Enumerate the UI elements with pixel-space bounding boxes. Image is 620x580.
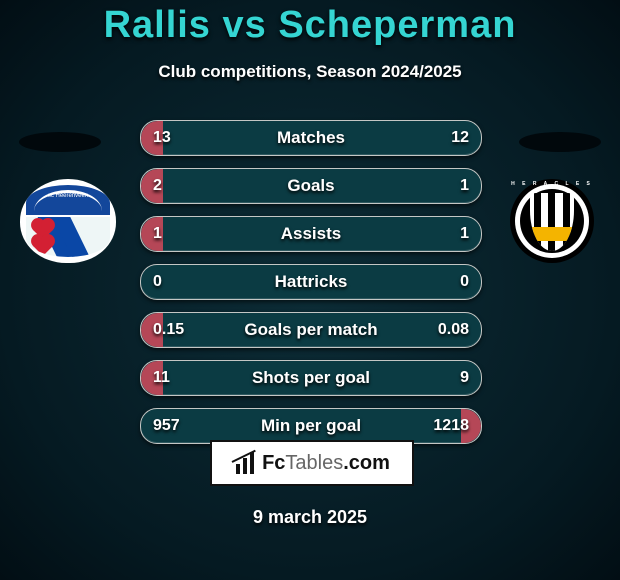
stat-row: 1 Assists 1	[140, 216, 482, 252]
stat-row: 0 Hattricks 0	[140, 264, 482, 300]
stat-value-left: 11	[153, 361, 170, 395]
fctables-light: Tables	[285, 452, 343, 474]
stat-label: Min per goal	[141, 409, 481, 443]
stat-value-left: 0	[153, 265, 162, 299]
stat-value-right: 12	[451, 121, 469, 155]
stat-label: Goals	[141, 169, 481, 203]
fctables-chart-icon	[234, 452, 256, 474]
fctables-badge: FcTables.com	[210, 440, 414, 486]
crest-heracles: H E R A C L E S	[504, 179, 600, 263]
stat-row: 13 Matches 12	[140, 120, 482, 156]
stat-label: Shots per goal	[141, 361, 481, 395]
fctables-bold: Fc	[262, 452, 285, 474]
stat-label: Hattricks	[141, 265, 481, 299]
stat-bars: 13 Matches 12 2 Goals 1 1 Assists 1 0 Ha…	[140, 120, 480, 456]
stat-row: 11 Shots per goal 9	[140, 360, 482, 396]
stat-value-left: 0.15	[153, 313, 184, 347]
stat-value-left: 1	[153, 217, 162, 251]
stat-value-left: 2	[153, 169, 162, 203]
stat-value-right: 1218	[433, 409, 469, 443]
stat-value-right: 1	[460, 217, 469, 251]
player-shadow-right	[519, 132, 601, 152]
stat-row: 957 Min per goal 1218	[140, 408, 482, 444]
stat-row: 2 Goals 1	[140, 168, 482, 204]
date-label: 9 march 2025	[0, 507, 620, 528]
fctables-suffix: .com	[343, 452, 390, 474]
stat-value-right: 1	[460, 169, 469, 203]
stat-label: Matches	[141, 121, 481, 155]
stat-label: Goals per match	[141, 313, 481, 347]
stat-value-left: 957	[153, 409, 180, 443]
crest-heerenveen: sc Heerenveen	[20, 179, 116, 263]
crest-heracles-text: H E R A C L E S	[510, 181, 594, 187]
fctables-text: FcTables.com	[262, 452, 390, 475]
stat-value-right: 0	[460, 265, 469, 299]
stat-label: Assists	[141, 217, 481, 251]
player-shadow-left	[19, 132, 101, 152]
page-title: Rallis vs Scheperman	[0, 4, 620, 47]
stat-row: 0.15 Goals per match 0.08	[140, 312, 482, 348]
subtitle: Club competitions, Season 2024/2025	[0, 62, 620, 82]
stat-value-left: 13	[153, 121, 171, 155]
stat-value-right: 9	[460, 361, 469, 395]
stat-value-right: 0.08	[438, 313, 469, 347]
